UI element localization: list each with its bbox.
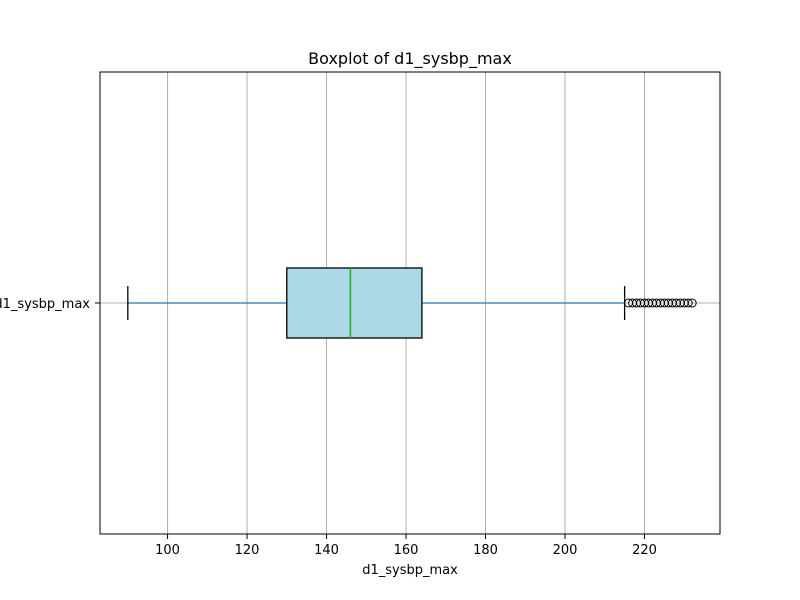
x-tick-label: 160 (394, 543, 419, 558)
chart-title: Boxplot of d1_sysbp_max (308, 49, 512, 69)
plot-elements (127, 267, 697, 339)
axis-ticks: 100 120 140 160 180 200 220 d1_sysbp_max (0, 297, 657, 558)
outlier-point (683, 298, 693, 308)
x-tick-label: 120 (235, 543, 260, 558)
x-tick-label: 100 (155, 543, 180, 558)
x-tick-label: 180 (473, 543, 498, 558)
y-tick-label: d1_sysbp_max (0, 297, 90, 312)
x-axis-label: d1_sysbp_max (362, 563, 458, 578)
x-tick-label: 140 (314, 543, 339, 558)
x-tick-label: 220 (632, 543, 657, 558)
interquartile-box (286, 267, 423, 339)
x-tick-label: 200 (553, 543, 578, 558)
outlier-point (687, 298, 697, 308)
